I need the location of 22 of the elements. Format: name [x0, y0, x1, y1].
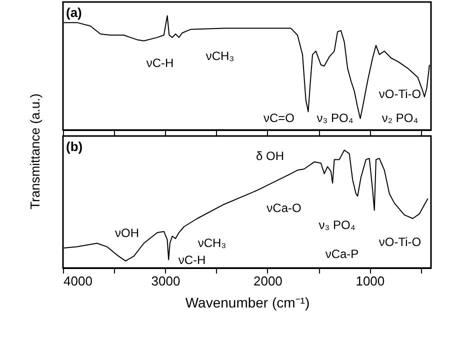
annotation: νOH [115, 226, 139, 240]
annotation: νO-Ti-O [378, 235, 422, 249]
chart-title: (a) [66, 5, 82, 20]
y-axis-title: Transmittance (a.u.) [28, 94, 42, 210]
annotation: ν₂ PO₄ [382, 111, 418, 125]
x-tick-label: 3000 [151, 274, 180, 288]
annotation: νC-H [146, 56, 174, 70]
annotation: νCa-O [266, 201, 302, 215]
annotation: ν₃ PO₄ [318, 218, 356, 232]
x-tick-label: 4000 [64, 274, 92, 288]
annotation: νCH₃ [198, 236, 226, 250]
annotation: ν₃ PO₄ [316, 111, 354, 125]
annotation: νC=O [263, 111, 295, 125]
x-axis-title: Wavenumber (cm⁻¹) [185, 294, 310, 310]
chart-title: (b) [66, 139, 83, 154]
annotation: δ OH [256, 149, 284, 163]
x-tick-label: 1000 [356, 274, 385, 288]
annotation: νO-Ti-O [378, 87, 422, 101]
x-tick-label: 2000 [253, 274, 282, 288]
annotation: νCH₃ [206, 49, 234, 63]
annotation: νCa-P [325, 247, 359, 261]
annotation: νC-H [178, 253, 206, 267]
